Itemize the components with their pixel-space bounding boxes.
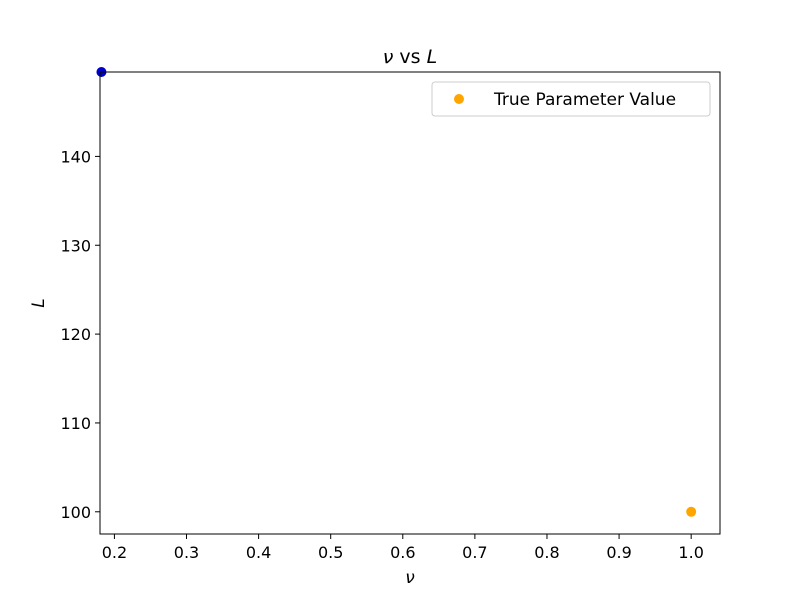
plot-area-frame — [99, 71, 721, 535]
x-tick-label: 0.5 — [318, 543, 343, 562]
x-tick-label: 0.9 — [606, 543, 631, 562]
data-point-true-parameter — [686, 506, 697, 517]
x-axis-label: ν — [405, 568, 415, 588]
chart-title-param-right: L — [427, 46, 438, 68]
x-tick-label: 1.0 — [678, 543, 703, 562]
y-tick-label: 100 — [60, 503, 91, 522]
x-tick-label: 0.3 — [174, 543, 199, 562]
legend-label-true-parameter: True Parameter Value — [493, 90, 676, 110]
plot-points — [96, 67, 697, 517]
y-tick-label: 110 — [60, 414, 91, 433]
legend-box — [431, 81, 711, 117]
x-tick-label: 0.8 — [534, 543, 559, 562]
legend-marker-true-parameter — [454, 94, 464, 104]
chart-title-middle: vs — [393, 46, 426, 68]
x-axis-ticks: 0.2 0.3 0.4 0.5 0.6 0.7 0.8 0.9 1.0 — [102, 534, 704, 562]
legend: True Parameter Value — [431, 81, 711, 117]
x-tick-label: 0.4 — [246, 543, 271, 562]
y-tick-label: 130 — [60, 236, 91, 255]
chart-title: ν vs L — [383, 46, 437, 68]
x-tick-label: 0.2 — [102, 543, 127, 562]
y-axis-ticks: 100 110 120 130 140 — [60, 147, 100, 522]
chart-title-param-left: ν — [383, 46, 394, 68]
x-tick-label: 0.6 — [390, 543, 415, 562]
y-tick-label: 120 — [60, 325, 91, 344]
y-axis-label: L — [29, 298, 49, 307]
y-tick-label: 140 — [60, 147, 91, 166]
x-tick-label: 0.7 — [462, 543, 487, 562]
